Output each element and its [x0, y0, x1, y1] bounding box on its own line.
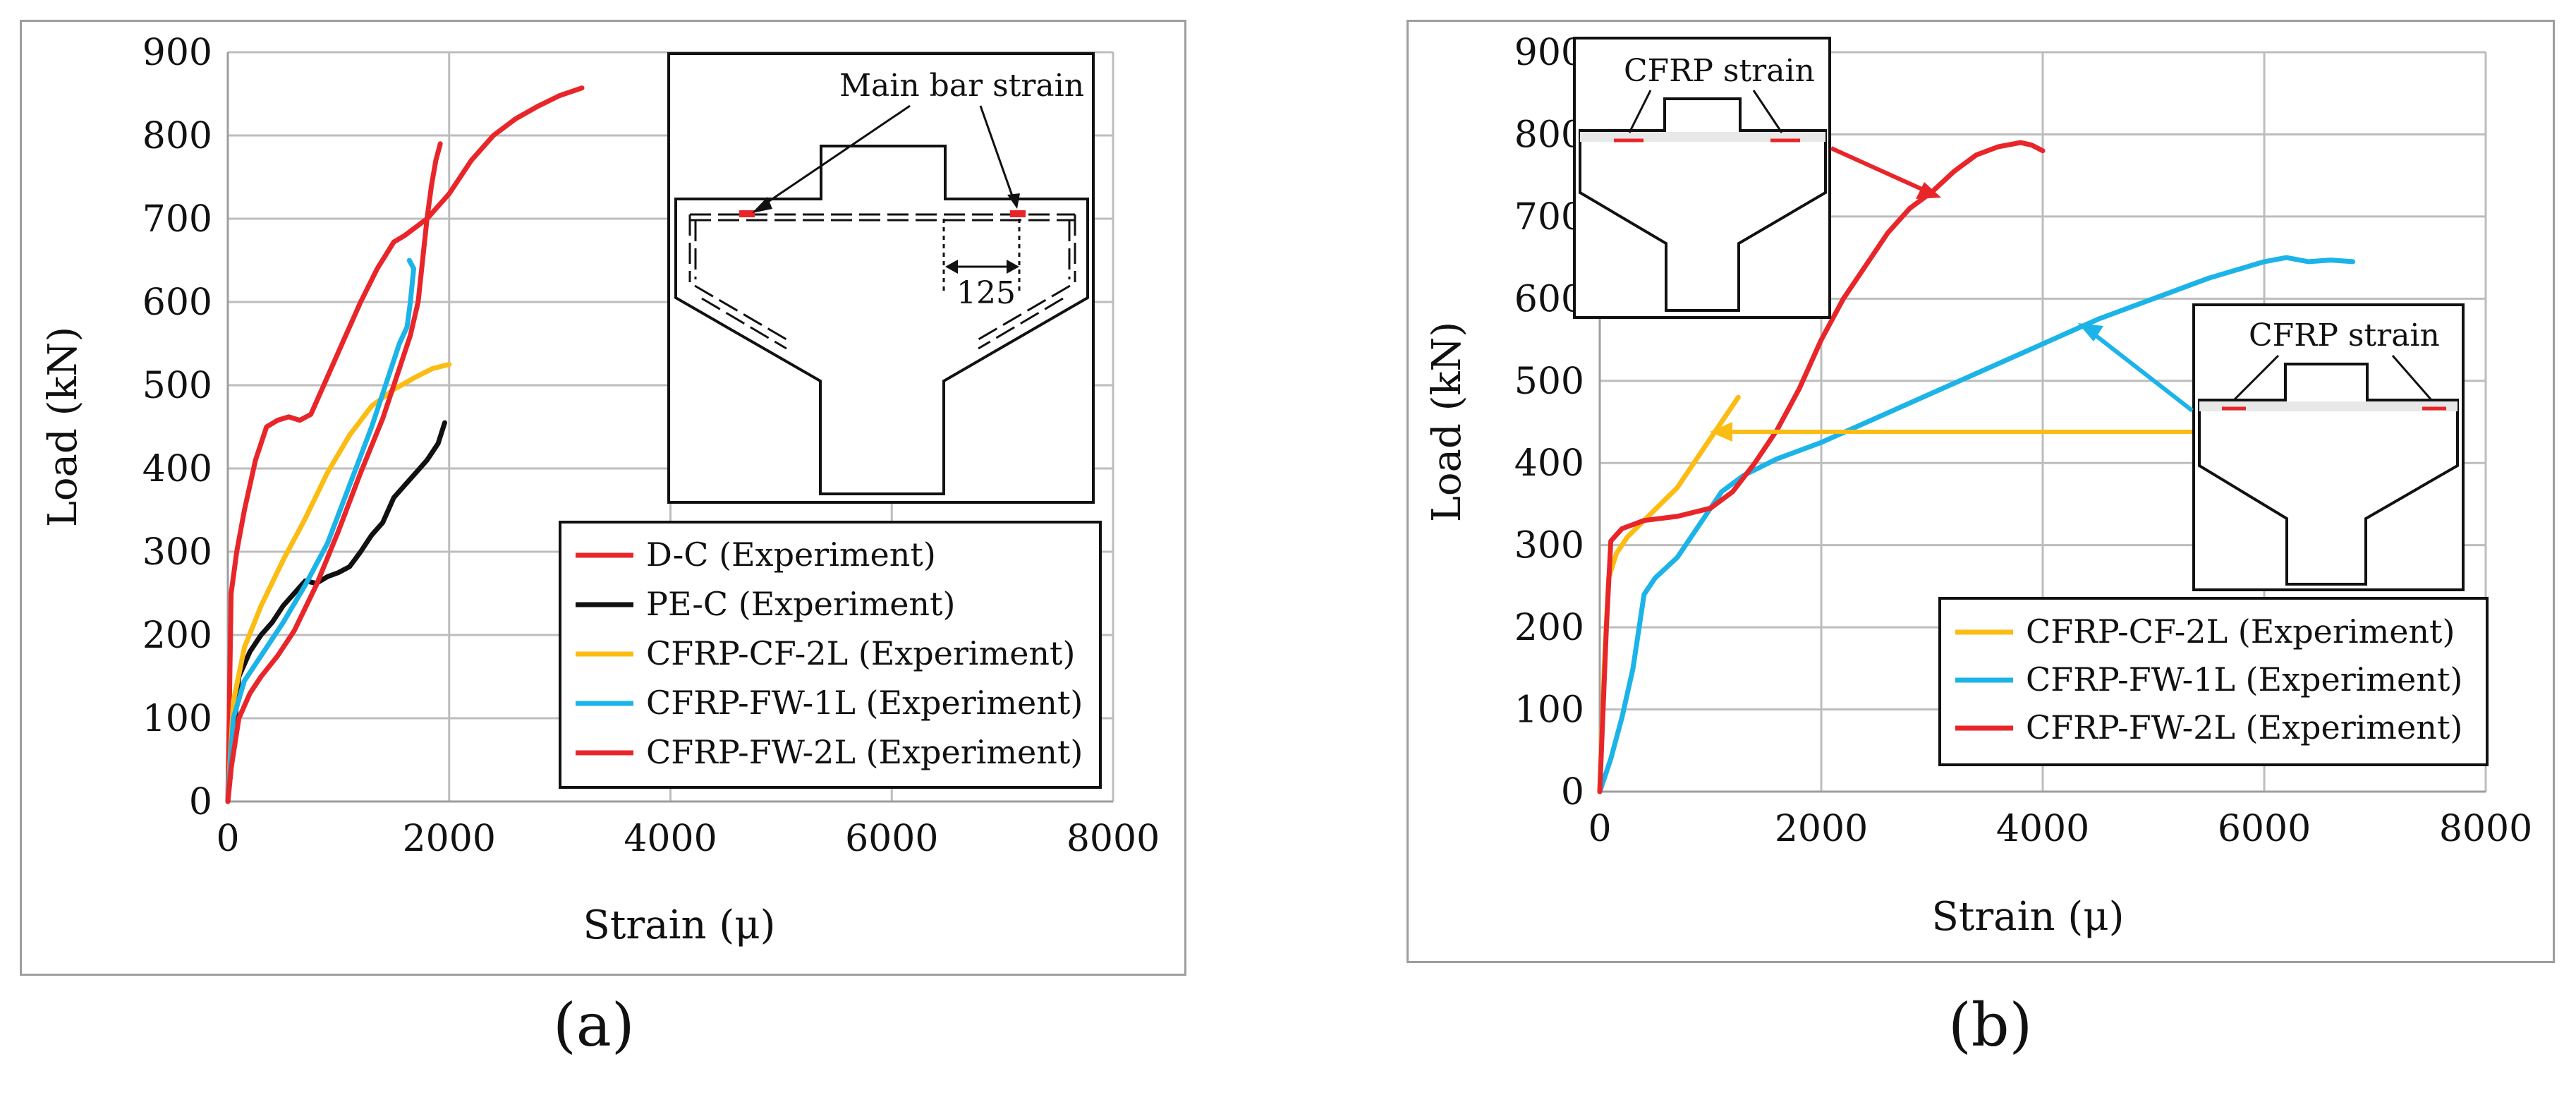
- connector-arrow-red: [1830, 146, 1934, 196]
- y-tick-label: 600: [142, 282, 212, 324]
- legend-label: CFRP-FW-1L (Experiment): [2026, 660, 2462, 698]
- y-tick-label: 300: [142, 531, 212, 574]
- series-line-1: [225, 85, 585, 804]
- y-tick-label: 400: [142, 448, 212, 490]
- x-tick-label: 2000: [403, 818, 496, 860]
- connector-arrowhead-yellow: [1710, 422, 1732, 442]
- series-line-1: [1597, 394, 1741, 794]
- cross-section-outline: [2198, 363, 2459, 586]
- cfrp-wrap-band: [2199, 401, 2457, 411]
- chart-a: 0 2000 4000 6000 8000 0 100 200 300 400 500 600 700 8…: [40, 32, 1160, 948]
- series-line-5: [225, 141, 443, 804]
- connector-arrowhead-blue: [2078, 323, 2103, 341]
- y-tick-label: 200: [1514, 607, 1584, 649]
- series-line-3: [1597, 140, 2046, 794]
- connector-arrow-blue: [2089, 329, 2194, 413]
- y-tick-label: 500: [1514, 361, 1584, 403]
- strain-gauge-marker: [739, 210, 755, 217]
- legend-label: CFRP-FW-2L (Experiment): [2026, 708, 2462, 746]
- y-tick-label: 100: [142, 698, 212, 740]
- inset-frame: [2192, 303, 2465, 591]
- panel-label-b: (b): [1948, 991, 2033, 1060]
- legend: D-C (Experiment) PE-C (Experiment) CFRP-CF…: [559, 521, 1102, 789]
- pointer-line: [761, 104, 911, 207]
- inset-title: CFRP strain: [2249, 317, 2440, 353]
- x-axis-title: Strain (μ): [1932, 894, 2125, 940]
- legend-label: CFRP-CF-2L (Experiment): [2026, 612, 2455, 651]
- rebar-dashed-lines: [688, 213, 1076, 350]
- inset-title: CFRP strain: [1624, 53, 1815, 89]
- x-tick-label: 8000: [2439, 808, 2532, 850]
- y-tick-label: 800: [1514, 114, 1584, 156]
- y-tick-label: 400: [1514, 442, 1584, 485]
- series-line-3: [225, 362, 452, 804]
- x-tick-label: 4000: [1996, 808, 2089, 850]
- chart-b: 0 2000 4000 6000 8000 0 100 200 300 400 500 600 700 8…: [1424, 32, 2532, 940]
- legend-box: [559, 521, 1102, 789]
- x-tick-label: 0: [216, 818, 239, 860]
- pointer-line: [1628, 90, 1652, 133]
- inset-cross-section-cfrp-1: CFRP strain: [1573, 37, 1941, 319]
- pointer-line: [2232, 354, 2280, 402]
- y-tick-label: 0: [189, 781, 212, 823]
- pointer-line: [1752, 90, 1783, 133]
- legend-label: D-C (Experiment): [646, 536, 936, 574]
- pointer-line: [979, 105, 1016, 202]
- y-tick-label: 500: [142, 365, 212, 407]
- y-tick-label: 800: [142, 115, 212, 157]
- legend-box: [1938, 597, 2489, 766]
- pointer-line: [2391, 355, 2434, 401]
- y-tick-label: 0: [1561, 771, 1584, 813]
- series-line-2: [225, 420, 447, 804]
- y-tick-label: 100: [1514, 689, 1584, 732]
- inset-title: Main bar strain: [839, 68, 1084, 104]
- strain-gauge-marker: [1010, 210, 1026, 217]
- y-tick-label: 600: [1514, 278, 1584, 320]
- dimension-label: 125: [956, 275, 1016, 311]
- x-tick-label: 6000: [845, 818, 938, 860]
- y-tick-label: 700: [142, 198, 212, 241]
- legend-label: PE-C (Experiment): [646, 585, 955, 623]
- y-axis-title: Load (kN): [40, 327, 86, 528]
- legend-label: CFRP-FW-1L (Experiment): [646, 684, 1083, 722]
- inset-frame: [1573, 37, 1831, 319]
- y-tick-label: 200: [142, 615, 212, 657]
- y-axis-title: Load (kN): [1424, 322, 1470, 523]
- series-line-4: [225, 258, 416, 804]
- y-tick-label: 700: [1514, 196, 1584, 238]
- inset-cross-section-cfrp-2: CFRP strain: [1710, 303, 2465, 591]
- legend: CFRP-CF-2L (Experiment) CFRP-FW-1L (Exper…: [1938, 597, 2489, 766]
- connector-arrowhead-red: [1916, 182, 1941, 199]
- y-tick-label: 300: [1514, 525, 1584, 567]
- x-axis-title: Strain (μ): [583, 902, 776, 948]
- cross-section-outline: [1579, 97, 1827, 312]
- cross-section-outline: [674, 145, 1089, 495]
- legend-label: CFRP-FW-2L (Experiment): [646, 733, 1083, 771]
- inset-frame: [667, 52, 1095, 504]
- inset-cross-section-main-bar: 125 Main bar strain: [667, 52, 1095, 504]
- y-tick-label: 900: [142, 32, 212, 74]
- x-tick-label: 8000: [1067, 818, 1160, 860]
- x-tick-label: 2000: [1775, 808, 1868, 850]
- y-tick-label: 900: [1514, 32, 1584, 74]
- legend-label: CFRP-CF-2L (Experiment): [646, 634, 1076, 672]
- x-tick-label: 6000: [2218, 808, 2311, 850]
- x-tick-label: 4000: [624, 818, 717, 860]
- x-tick-label: 0: [1588, 808, 1611, 850]
- panel-label-a: (a): [553, 991, 635, 1060]
